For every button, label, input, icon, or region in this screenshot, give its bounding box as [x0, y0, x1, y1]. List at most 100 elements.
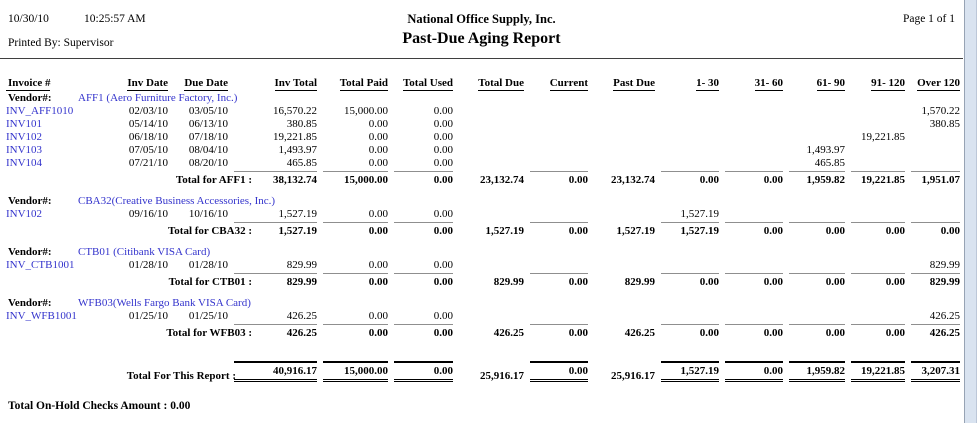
cell-over-120: 380.85 — [929, 118, 960, 130]
report-total-row: Total For This Report :40,916.17 15,000.0… — [6, 358, 960, 382]
report-table-body: Vendor#: AFF1 (Aero Furniture Factory, In… — [6, 89, 960, 382]
cell-inv-total: 38,132.74 — [228, 169, 317, 186]
cell-past-due — [588, 258, 655, 271]
cell-1-30 — [655, 117, 719, 130]
report-table-header: Invoice # Inv Date Due Date Inv Total To… — [6, 68, 960, 91]
vendor-number-label: Vendor#: — [8, 297, 52, 309]
cell-total-used: 0.00 — [433, 105, 453, 117]
scrollbar-track[interactable] — [964, 0, 977, 423]
cell-inv-total: 40,916.17 — [228, 358, 317, 382]
cell-61-90: 0.00 — [783, 322, 845, 339]
cell-past-due: 1,527.19 — [616, 225, 656, 237]
invoice-number-link[interactable]: INV103 — [6, 144, 43, 156]
report-total-label: Total For This Report : — [126, 370, 236, 382]
cell-invoice: INV102 — [6, 130, 126, 143]
cell-61-90: 0.00 — [783, 271, 845, 288]
column-header-current: Current — [549, 77, 588, 91]
cell-31-60 — [719, 309, 783, 322]
cell-total-used: 0.00 — [433, 259, 453, 271]
cell-inv-total: 19,221.85 — [273, 131, 317, 143]
cell-due-date: 10/16/10 — [188, 208, 228, 220]
cell-91-120 — [845, 258, 905, 271]
vendor-header-cell: Vendor#: CBA32(Creative Business Accessor… — [6, 186, 960, 207]
cell-91-120 — [845, 143, 905, 156]
invoice-row: INV101 05/14/10 06/13/10 380.85 0.00 0.00 380.… — [6, 117, 960, 130]
cell-total-paid: 0.00 — [368, 310, 388, 322]
cell-invoice: INV102 — [6, 207, 126, 220]
cell-current — [524, 104, 588, 117]
cell-total-paid: 0.00 — [368, 118, 388, 130]
cell-inv-total: 465.85 — [286, 157, 317, 169]
cell-total-paid: 15,000.00 — [317, 358, 388, 382]
vendor-total-label-cell: Total for CTB01 : — [6, 271, 252, 288]
cell-over-120: 829.99 — [905, 271, 960, 288]
invoice-number-link[interactable]: INV102 — [6, 208, 43, 220]
cell-1-30: 1,527.19 — [655, 220, 719, 237]
invoice-number-link[interactable]: INV_AFF1010 — [6, 105, 74, 117]
cell-1-30 — [655, 143, 719, 156]
invoice-number-link[interactable]: INV104 — [6, 157, 43, 169]
vendor-row: Vendor#: CTB01 (Citibank VISA Card) — [6, 237, 960, 258]
cell-due-date: 08/04/10 — [188, 144, 228, 156]
column-header-91-120: 91- 120 — [871, 77, 905, 91]
vendor-total-label: Total for CBA32 : — [167, 225, 252, 237]
cell-total-due — [453, 156, 524, 169]
cell-total-due — [453, 143, 524, 156]
column-header-inv-date: Inv Date — [127, 77, 168, 91]
cell-past-due — [588, 207, 655, 220]
vendor-name-link[interactable]: CTB01 (Citibank VISA Card) — [78, 246, 211, 258]
column-header-due-date: Due Date — [184, 77, 228, 91]
column-header-over-120: Over 120 — [917, 77, 960, 91]
vendor-name-link[interactable]: AFF1 (Aero Furniture Factory, Inc.) — [78, 92, 238, 104]
cell-31-60 — [719, 117, 783, 130]
cell-total-used: 0.00 — [433, 131, 453, 143]
column-header-total-paid: Total Paid — [339, 77, 388, 91]
cell-91-120: 19,221.85 — [845, 358, 905, 382]
cell-61-90 — [783, 117, 845, 130]
cell-61-90 — [783, 258, 845, 271]
cell-invoice: INV_AFF1010 — [6, 104, 126, 117]
cell-inv-date: 09/16/10 — [128, 208, 168, 220]
on-hold-label: Total On-Hold Checks Amount : — [8, 400, 168, 412]
vendor-name-link[interactable]: CBA32(Creative Business Accessories, Inc… — [78, 195, 276, 207]
invoice-row: INV103 07/05/10 08/04/10 1,493.97 0.00 0.00 1,… — [6, 143, 960, 156]
cell-inv-total: 426.25 — [286, 310, 317, 322]
cell-due-date: 01/25/10 — [188, 310, 228, 322]
cell-total-due: 829.99 — [493, 276, 524, 288]
cell-total-due — [453, 207, 524, 220]
cell-over-120: 426.25 — [905, 322, 960, 339]
invoice-number-link[interactable]: INV101 — [6, 118, 43, 130]
spacer-row — [6, 339, 960, 358]
invoice-number-link[interactable]: INV_CTB1001 — [6, 259, 75, 271]
cell-91-120: 0.00 — [845, 271, 905, 288]
invoice-row: INV102 09/16/10 10/16/10 1,527.19 0.00 0.00 1,… — [6, 207, 960, 220]
print-date: 10/30/10 — [8, 13, 49, 25]
invoice-number-link[interactable]: INV102 — [6, 131, 43, 143]
cell-past-due: 426.25 — [624, 327, 655, 339]
cell-31-60: 0.00 — [719, 322, 783, 339]
vendor-total-row: Total for WFB03 :426.25 0.00 0.00 426.25 0.0… — [6, 322, 960, 339]
cell-31-60 — [719, 130, 783, 143]
cell-total-due — [453, 104, 524, 117]
cell-due-date: 01/28/10 — [188, 259, 228, 271]
cell-91-120 — [845, 309, 905, 322]
cell-inv-date: 07/21/10 — [128, 157, 168, 169]
cell-current: 0.00 — [524, 169, 588, 186]
cell-total-paid: 0.00 — [368, 144, 388, 156]
invoice-row: INV_CTB1001 01/28/10 01/28/10 829.99 0.00 0.0… — [6, 258, 960, 271]
column-header-total-due: Total Due — [478, 77, 524, 91]
cell-over-120: 3,207.31 — [905, 358, 960, 382]
cell-invoice: INV104 — [6, 156, 126, 169]
invoice-number-link[interactable]: INV_WFB1001 — [6, 310, 77, 322]
invoice-row: INV_WFB1001 01/25/10 01/25/10 426.25 0.00 0.0… — [6, 309, 960, 322]
cell-current: 0.00 — [524, 358, 588, 382]
vendor-row: Vendor#: AFF1 (Aero Furniture Factory, In… — [6, 89, 960, 104]
vendor-name-link[interactable]: WFB03(Wells Fargo Bank VISA Card) — [78, 297, 251, 309]
cell-1-30: 1,527.19 — [655, 358, 719, 382]
cell-1-30: 0.00 — [655, 169, 719, 186]
cell-61-90: 1,959.82 — [783, 169, 845, 186]
column-header-inv-total: Inv Total — [274, 77, 317, 91]
cell-current — [524, 130, 588, 143]
cell-1-30: 0.00 — [655, 322, 719, 339]
